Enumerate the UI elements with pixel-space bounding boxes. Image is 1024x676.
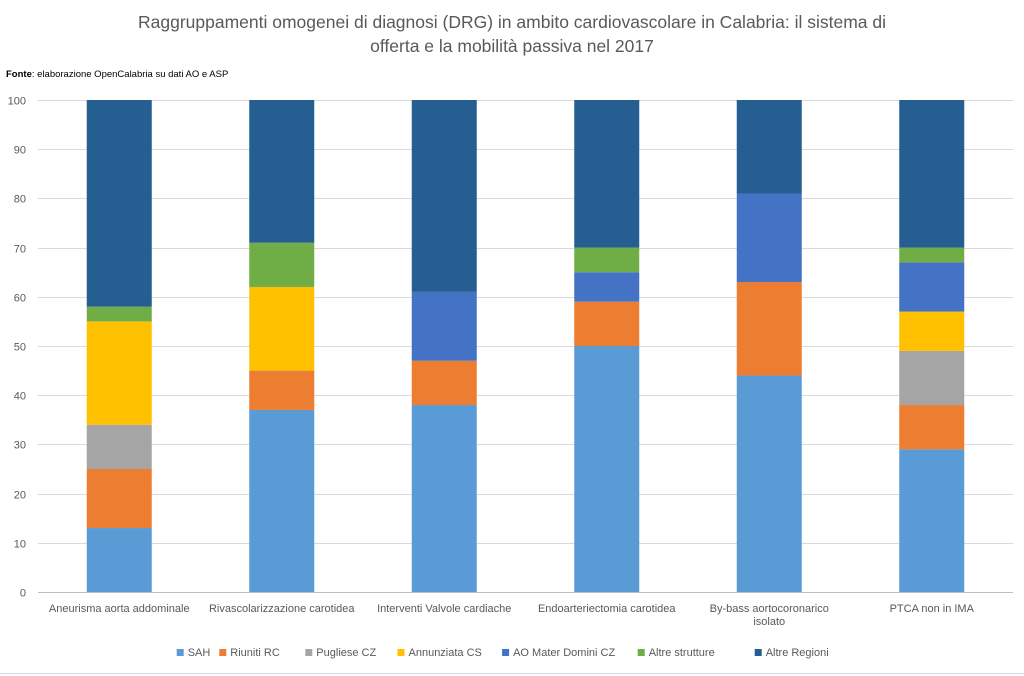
x-tick-label-by-bass-aortocoronarico-isolato-line-2: isolato xyxy=(753,616,785,628)
bar-sah-rivascolarizzazione-carotidea xyxy=(249,409,315,592)
y-tick-label-50: 50 xyxy=(14,342,26,354)
bar-sah-endoarteriectomia-carotidea xyxy=(574,346,640,592)
bar-pugliese-cz-aneurisma-aorta-addominale xyxy=(86,424,152,469)
bar-riuniti-rc-aneurisma-aorta-addominale xyxy=(86,469,152,529)
y-tick-label-10: 10 xyxy=(14,539,26,551)
y-tick-label-40: 40 xyxy=(14,391,26,403)
bar-altre-regioni-aneurisma-aorta-addominale xyxy=(86,100,152,307)
legend-swatch-annunziata-cs xyxy=(397,649,405,656)
chart-title-line-1: Raggruppamenti omogenei di diagnosi (DRG… xyxy=(138,12,886,32)
bar-altre-regioni-by-bass-aortocoronarico-isolato xyxy=(736,100,802,194)
legend-swatch-altre-regioni xyxy=(754,649,762,656)
legend-label-pugliese-cz: Pugliese CZ xyxy=(316,647,376,659)
x-tick-label-ptca-non-in-ima: PTCA non in IMA xyxy=(890,603,975,615)
bar-ao-mater-domini-cz-endoarteriectomia-carotidea xyxy=(574,272,640,302)
bar-annunziata-cs-rivascolarizzazione-carotidea xyxy=(249,286,315,371)
y-tick-label-60: 60 xyxy=(14,293,26,305)
x-tick-label-interventi-valvole-cardiache: Interventi Valvole cardiache xyxy=(377,603,511,615)
bar-sah-ptca-non-in-ima xyxy=(899,449,965,592)
legend-label-riuniti-rc: Riuniti RC xyxy=(230,647,280,659)
y-tick-label-90: 90 xyxy=(14,145,26,157)
chart-title-line-2: offerta e la mobilità passiva nel 2017 xyxy=(370,36,654,56)
bar-altre-strutture-rivascolarizzazione-carotidea xyxy=(249,242,315,287)
bar-riuniti-rc-endoarteriectomia-carotidea xyxy=(574,301,640,346)
bar-annunziata-cs-aneurisma-aorta-addominale xyxy=(86,321,152,425)
bar-sah-by-bass-aortocoronarico-isolato xyxy=(736,375,802,592)
legend-swatch-riuniti-rc xyxy=(219,649,227,656)
bar-altre-strutture-aneurisma-aorta-addominale xyxy=(86,306,152,322)
legend-swatch-altre-strutture xyxy=(637,649,645,656)
bar-altre-regioni-interventi-valvole-cardiache xyxy=(411,100,477,292)
bar-riuniti-rc-ptca-non-in-ima xyxy=(899,405,965,450)
legend-swatch-pugliese-cz xyxy=(305,649,313,656)
legend-label-altre-strutture: Altre strutture xyxy=(649,647,715,659)
x-tick-label-rivascolarizzazione-carotidea: Rivascolarizzazione carotidea xyxy=(209,603,355,615)
legend-swatch-ao-mater-domini-cz xyxy=(502,649,510,656)
x-tick-label-aneurisma-aorta-addominale: Aneurisma aorta addominale xyxy=(49,603,190,615)
bar-altre-regioni-ptca-non-in-ima xyxy=(899,100,965,248)
y-tick-label-20: 20 xyxy=(14,490,26,502)
legend-label-sah: SAH xyxy=(188,647,211,659)
bar-ao-mater-domini-cz-ptca-non-in-ima xyxy=(899,262,965,312)
chart-title: Raggruppamenti omogenei di diagnosi (DRG… xyxy=(0,10,1024,58)
bar-pugliese-cz-ptca-non-in-ima xyxy=(899,350,965,406)
source-note: Fonte: elaborazione OpenCalabria su dati… xyxy=(6,69,228,80)
y-tick-label-0: 0 xyxy=(20,588,26,600)
y-tick-label-70: 70 xyxy=(14,244,26,256)
source-text: : elaborazione OpenCalabria su dati AO e… xyxy=(31,69,229,80)
bar-sah-aneurisma-aorta-addominale xyxy=(86,528,152,592)
bar-sah-interventi-valvole-cardiache xyxy=(411,405,477,592)
bar-riuniti-rc-by-bass-aortocoronarico-isolato xyxy=(736,282,802,376)
legend-label-annunziata-cs: Annunziata CS xyxy=(409,647,482,659)
y-tick-label-80: 80 xyxy=(14,194,26,206)
bar-riuniti-rc-interventi-valvole-cardiache xyxy=(411,360,477,406)
legend-swatch-sah xyxy=(176,649,184,656)
bar-altre-strutture-ptca-non-in-ima xyxy=(899,247,965,263)
bar-altre-regioni-endoarteriectomia-carotidea xyxy=(574,100,640,248)
bar-ao-mater-domini-cz-by-bass-aortocoronarico-isolato xyxy=(736,193,802,283)
bottom-divider xyxy=(0,673,1024,674)
bar-ao-mater-domini-cz-interventi-valvole-cardiache xyxy=(411,291,477,361)
bar-riuniti-rc-rivascolarizzazione-carotidea xyxy=(249,370,315,410)
bar-altre-regioni-rivascolarizzazione-carotidea xyxy=(249,100,315,243)
bar-altre-strutture-endoarteriectomia-carotidea xyxy=(574,247,640,273)
legend-label-altre-regioni: Altre Regioni xyxy=(766,647,829,659)
y-tick-label-100: 100 xyxy=(8,96,26,108)
x-tick-label-endoarteriectomia-carotidea: Endoarteriectomia carotidea xyxy=(538,603,676,615)
legend-label-ao-mater-domini-cz: AO Mater Domini CZ xyxy=(513,647,615,659)
source-label: Fonte xyxy=(6,69,32,80)
y-tick-label-30: 30 xyxy=(14,440,26,452)
x-tick-label-by-bass-aortocoronarico-isolato-line-1: By-bass aortocoronarico xyxy=(710,603,829,615)
bar-annunziata-cs-ptca-non-in-ima xyxy=(899,311,965,351)
